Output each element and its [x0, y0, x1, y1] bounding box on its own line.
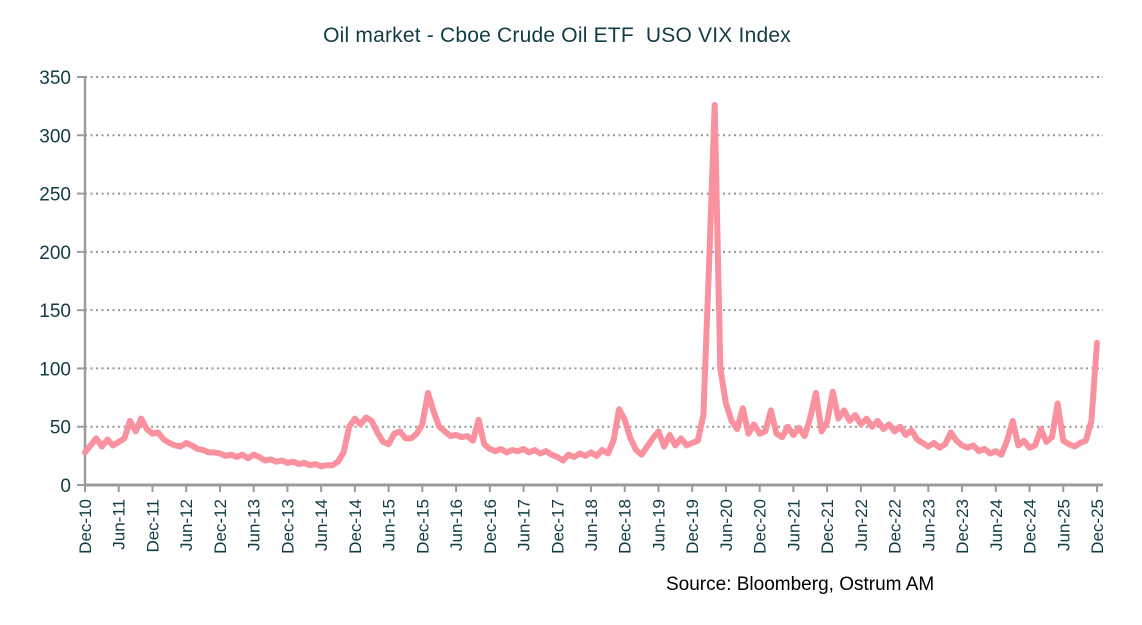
x-axis-tick-label: Jun-21 — [784, 499, 803, 551]
y-axis-tick-label: 300 — [39, 126, 71, 147]
x-axis-tick-label: Dec-15 — [413, 499, 432, 554]
x-axis-tick-label: Dec-19 — [683, 499, 702, 554]
y-axis-tick-label: 50 — [50, 418, 71, 439]
series-line — [82, 102, 1100, 470]
x-axis-tick-label: Dec-14 — [346, 499, 365, 554]
source-caption: Source: Bloomberg, Ostrum AM — [666, 574, 935, 595]
x-axis-tick-label: Jun-15 — [380, 499, 399, 551]
x-axis-tick-label: Jun-24 — [987, 499, 1006, 551]
x-axis-tick-label: Jun-18 — [582, 499, 601, 551]
chart-title: Oil market - Cboe Crude Oil ETF USO VIX … — [323, 24, 791, 47]
x-axis-tick-label: Dec-20 — [751, 499, 770, 554]
x-axis-tick-label: Jun-22 — [852, 499, 871, 551]
x-axis-tick-label: Dec-25 — [1088, 499, 1107, 554]
y-axis-tick-label: 200 — [39, 243, 71, 264]
y-axis-tick-label: 100 — [39, 359, 71, 380]
x-axis-tick-label: Jun-16 — [447, 499, 466, 551]
x-axis-tick-label: Dec-13 — [278, 499, 297, 554]
x-axis-tick-label: Dec-21 — [818, 499, 837, 554]
x-axis-tick-label: Jun-13 — [245, 499, 264, 551]
x-axis-tick-label: Jun-12 — [177, 499, 196, 551]
x-axis-tick-label: Dec-11 — [143, 499, 162, 553]
x-axis-tick-label: Dec-22 — [886, 499, 905, 554]
x-axis-tick-label: Jun-14 — [312, 499, 331, 551]
x-axis-tick-label: Dec-23 — [953, 499, 972, 554]
x-axis-tick-label: Dec-18 — [616, 499, 635, 554]
y-axis-tick-label: 150 — [39, 301, 71, 322]
x-axis-tick-label: Dec-17 — [548, 499, 567, 554]
y-axis-tick-label: 250 — [39, 185, 71, 206]
x-axis-tick-label: Dec-10 — [76, 499, 95, 554]
y-axis-tick-label: 350 — [39, 68, 71, 89]
x-axis-tick-label: Jun-17 — [515, 499, 534, 551]
y-axis-tick-label: 0 — [60, 476, 71, 497]
x-axis-tick-label: Jun-23 — [919, 499, 938, 551]
x-axis-tick-label: Dec-12 — [211, 499, 230, 554]
x-axis-tick-label: Jun-25 — [1054, 499, 1073, 551]
x-axis-tick-label: Dec-16 — [481, 499, 500, 554]
x-axis-tick-label: Jun-19 — [649, 499, 668, 551]
x-axis-tick-label: Jun-11 — [110, 499, 129, 550]
x-axis-tick-label: Jun-20 — [717, 499, 736, 551]
x-axis-tick-label: Dec-24 — [1021, 499, 1040, 554]
